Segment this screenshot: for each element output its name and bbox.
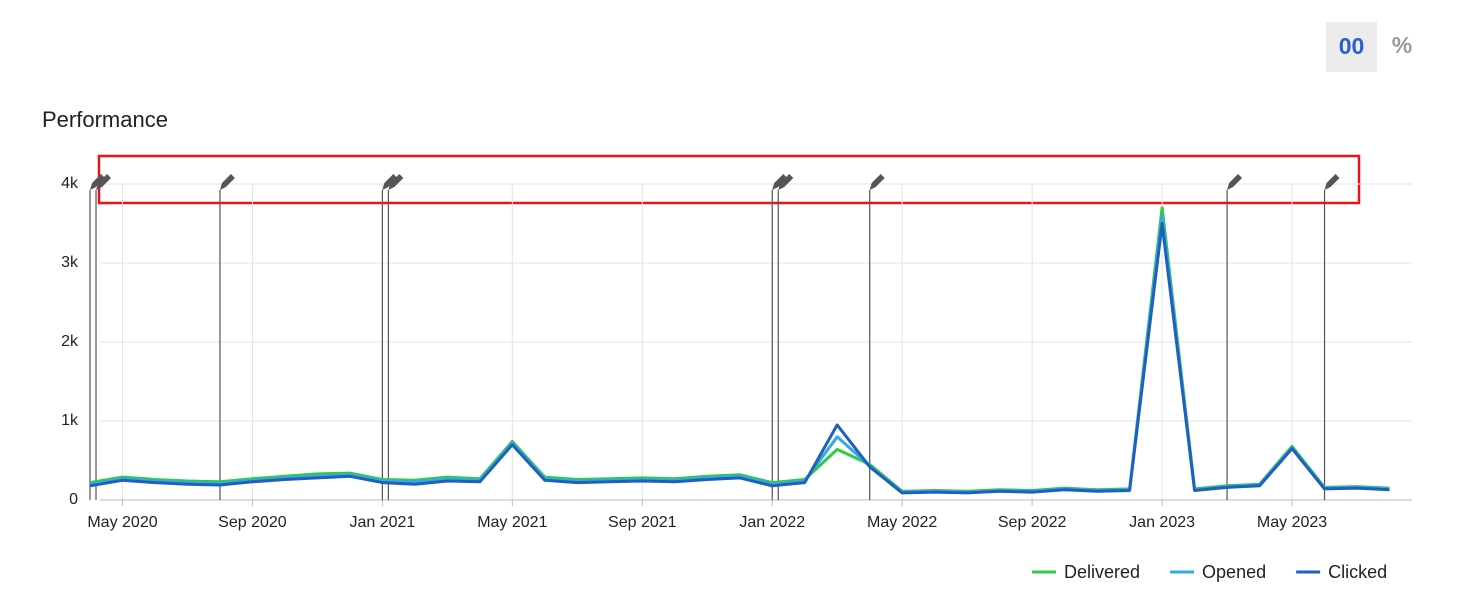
line-series [89, 206, 1390, 493]
value-button-label[interactable]: 00 [1339, 33, 1365, 59]
legend-label: Delivered [1064, 562, 1140, 582]
pencil-icon [1324, 174, 1340, 190]
pencil-icon [219, 174, 235, 190]
pencil-icon [869, 174, 885, 190]
highlight-box [97, 154, 1361, 205]
y-tick-label: 4k [61, 175, 79, 192]
line-series [89, 214, 1390, 494]
y-tick-label: 3k [61, 254, 79, 271]
x-tick-label: Sep 2021 [608, 514, 677, 531]
x-tick-label: Jan 2021 [349, 514, 415, 531]
pencil-icon [382, 174, 398, 190]
pencil-icon [772, 174, 788, 190]
y-tick-label: 2k [61, 333, 79, 350]
x-tick-label: May 2023 [1257, 514, 1327, 531]
pencil-icon [90, 174, 105, 190]
x-tick-label: Sep 2022 [998, 514, 1067, 531]
pencil-icon [778, 174, 794, 190]
percent-button[interactable]: % [1392, 32, 1412, 58]
x-tick-label: Sep 2020 [218, 514, 287, 531]
legend-label: Opened [1202, 562, 1266, 582]
legend-label: Clicked [1328, 562, 1387, 582]
pencil-icon [96, 174, 111, 190]
pencil-icon [1227, 174, 1243, 190]
x-tick-label: May 2021 [477, 514, 547, 531]
pencil-icon [388, 174, 404, 190]
chart-title: Performance [42, 107, 168, 132]
y-tick-label: 1k [61, 412, 79, 429]
x-tick-label: May 2022 [867, 514, 937, 531]
x-tick-label: Jan 2023 [1129, 514, 1195, 531]
line-series [89, 222, 1390, 495]
x-tick-label: Jan 2022 [739, 514, 805, 531]
x-tick-label: May 2020 [87, 514, 157, 531]
y-tick-label: 0 [69, 491, 78, 508]
value-button[interactable] [1326, 22, 1377, 72]
